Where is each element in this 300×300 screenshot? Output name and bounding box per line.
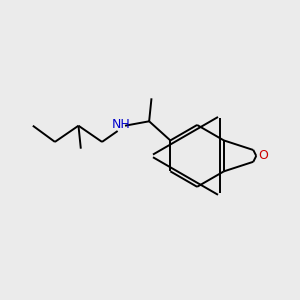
Text: NH: NH (112, 118, 131, 131)
Text: O: O (259, 148, 269, 161)
